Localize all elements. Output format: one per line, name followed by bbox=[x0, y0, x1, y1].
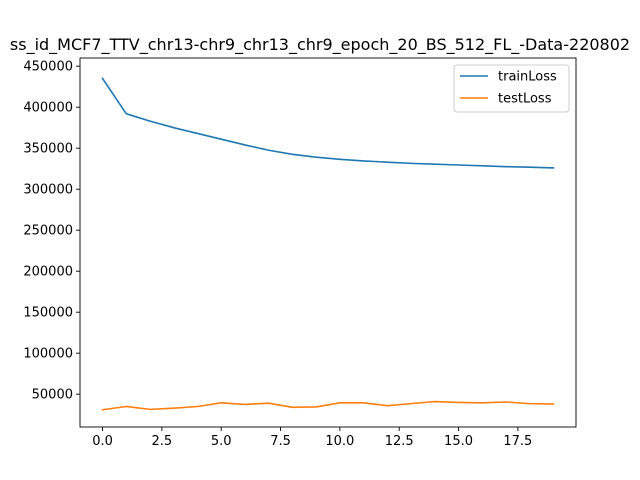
y-tick-label: 250000 bbox=[23, 224, 73, 239]
y-tick-label: 150000 bbox=[23, 306, 73, 321]
x-tick-label: 0.0 bbox=[92, 434, 113, 449]
legend-label-testLoss: testLoss bbox=[498, 92, 552, 107]
y-tick-label: 450000 bbox=[23, 60, 73, 75]
y-tick-label: 200000 bbox=[23, 265, 73, 280]
x-tick-label: 2.5 bbox=[152, 434, 173, 449]
series-line-testLoss bbox=[101, 400, 555, 411]
y-tick-label: 50000 bbox=[32, 388, 73, 403]
y-tick-label: 400000 bbox=[23, 101, 73, 116]
y-tick-label: 350000 bbox=[23, 142, 73, 157]
legend: trainLoss testLoss bbox=[453, 64, 570, 113]
series-line-trainLoss bbox=[101, 77, 555, 169]
axes: 0.0 2.5 5.0 7.5 10.0 12.5 15.0 17.5 50000 100000 1… bbox=[23, 57, 577, 449]
x-tick-label: 12.5 bbox=[385, 434, 414, 449]
chart-title: ss_id_MCF7_TTV_chr13-chr9_chr13_chr9_epo… bbox=[10, 35, 630, 55]
legend-label-trainLoss: trainLoss bbox=[498, 70, 557, 85]
y-tick-label: 100000 bbox=[23, 347, 73, 362]
x-tick-label: 15.0 bbox=[444, 434, 473, 449]
x-tick-label: 7.5 bbox=[270, 434, 291, 449]
y-tick-label: 300000 bbox=[23, 183, 73, 198]
x-tick-label: 17.5 bbox=[503, 434, 532, 449]
x-tick-label: 5.0 bbox=[211, 434, 232, 449]
axes-frame bbox=[79, 57, 577, 428]
plot-area bbox=[101, 77, 555, 411]
x-tick-label: 10.0 bbox=[325, 434, 354, 449]
